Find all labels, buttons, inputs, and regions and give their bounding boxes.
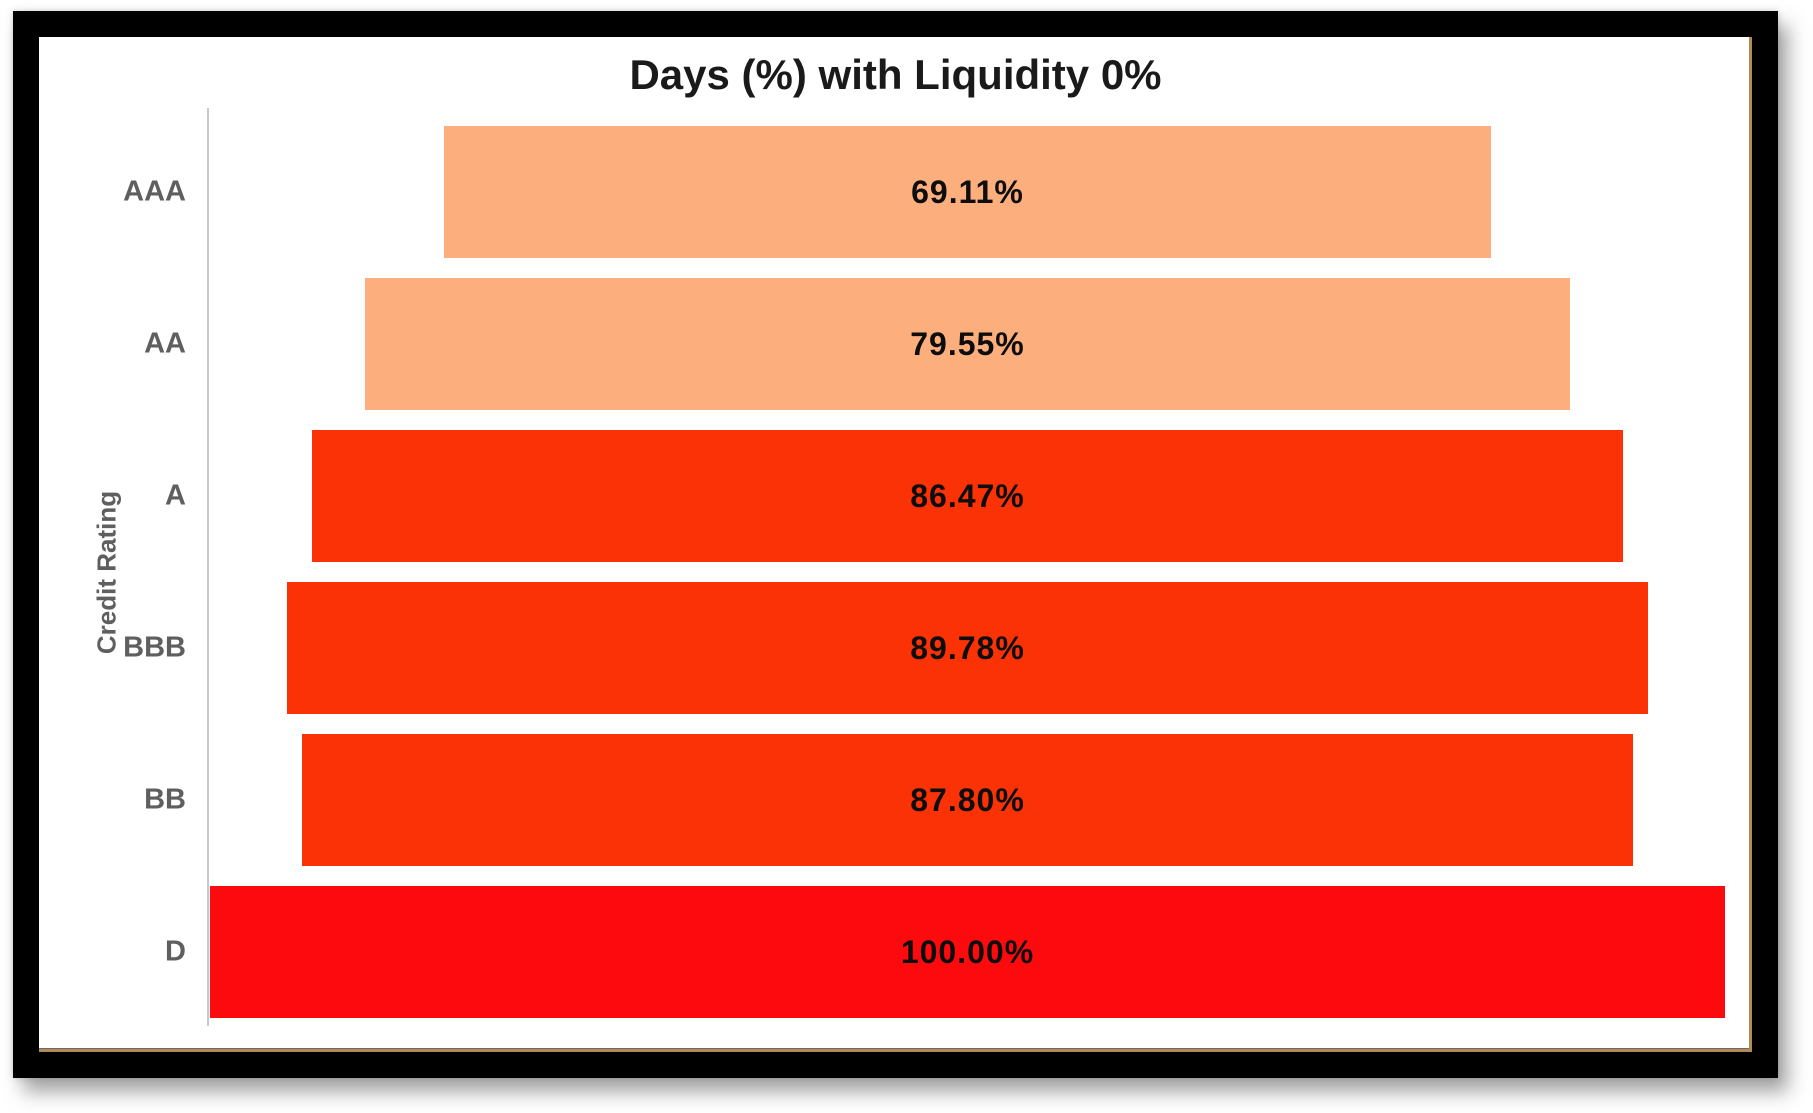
bars-area: AAA 69.11% AA 79.55% A 86.47% BBB 89.78% BB 87.80… bbox=[123, 126, 1725, 1018]
category-label: A bbox=[165, 479, 186, 512]
bar-row: BB 87.80% bbox=[144, 734, 1725, 866]
bar-value-label: 69.11% bbox=[911, 173, 1024, 210]
bar-row: A 86.47% bbox=[165, 430, 1725, 562]
category-label: BB bbox=[144, 783, 186, 816]
category-label: AA bbox=[144, 327, 186, 360]
picture-frame: Days (%) with Liquidity 0% Credit Rating… bbox=[13, 11, 1778, 1078]
bar-row: AAA 69.11% bbox=[123, 126, 1725, 258]
chart-card: Days (%) with Liquidity 0% Credit Rating… bbox=[39, 37, 1752, 1052]
category-label: BBB bbox=[123, 631, 186, 664]
bar-value-label: 87.80% bbox=[910, 781, 1025, 818]
bar: 89.78% bbox=[287, 582, 1648, 714]
bar-value-label: 79.55% bbox=[910, 325, 1025, 362]
category-label: D bbox=[165, 935, 186, 968]
bar: 79.55% bbox=[364, 278, 1571, 410]
bar-value-label: 86.47% bbox=[910, 477, 1025, 514]
bar: 69.11% bbox=[443, 126, 1491, 258]
bar-row: D 100.00% bbox=[165, 886, 1725, 1018]
bar-row: AA 79.55% bbox=[144, 278, 1725, 410]
y-axis-title: Credit Rating bbox=[91, 490, 122, 655]
bar-row: BBB 89.78% bbox=[123, 582, 1725, 714]
chart-title: Days (%) with Liquidity 0% bbox=[629, 51, 1162, 98]
bar-value-label: 100.00% bbox=[900, 933, 1035, 970]
bar: 87.80% bbox=[302, 734, 1633, 866]
category-label: AAA bbox=[123, 175, 186, 208]
bar: 100.00% bbox=[210, 886, 1725, 1018]
bar-value-label: 89.78% bbox=[910, 629, 1025, 666]
bar: 86.47% bbox=[312, 430, 1623, 562]
y-axis-line bbox=[207, 108, 209, 1026]
